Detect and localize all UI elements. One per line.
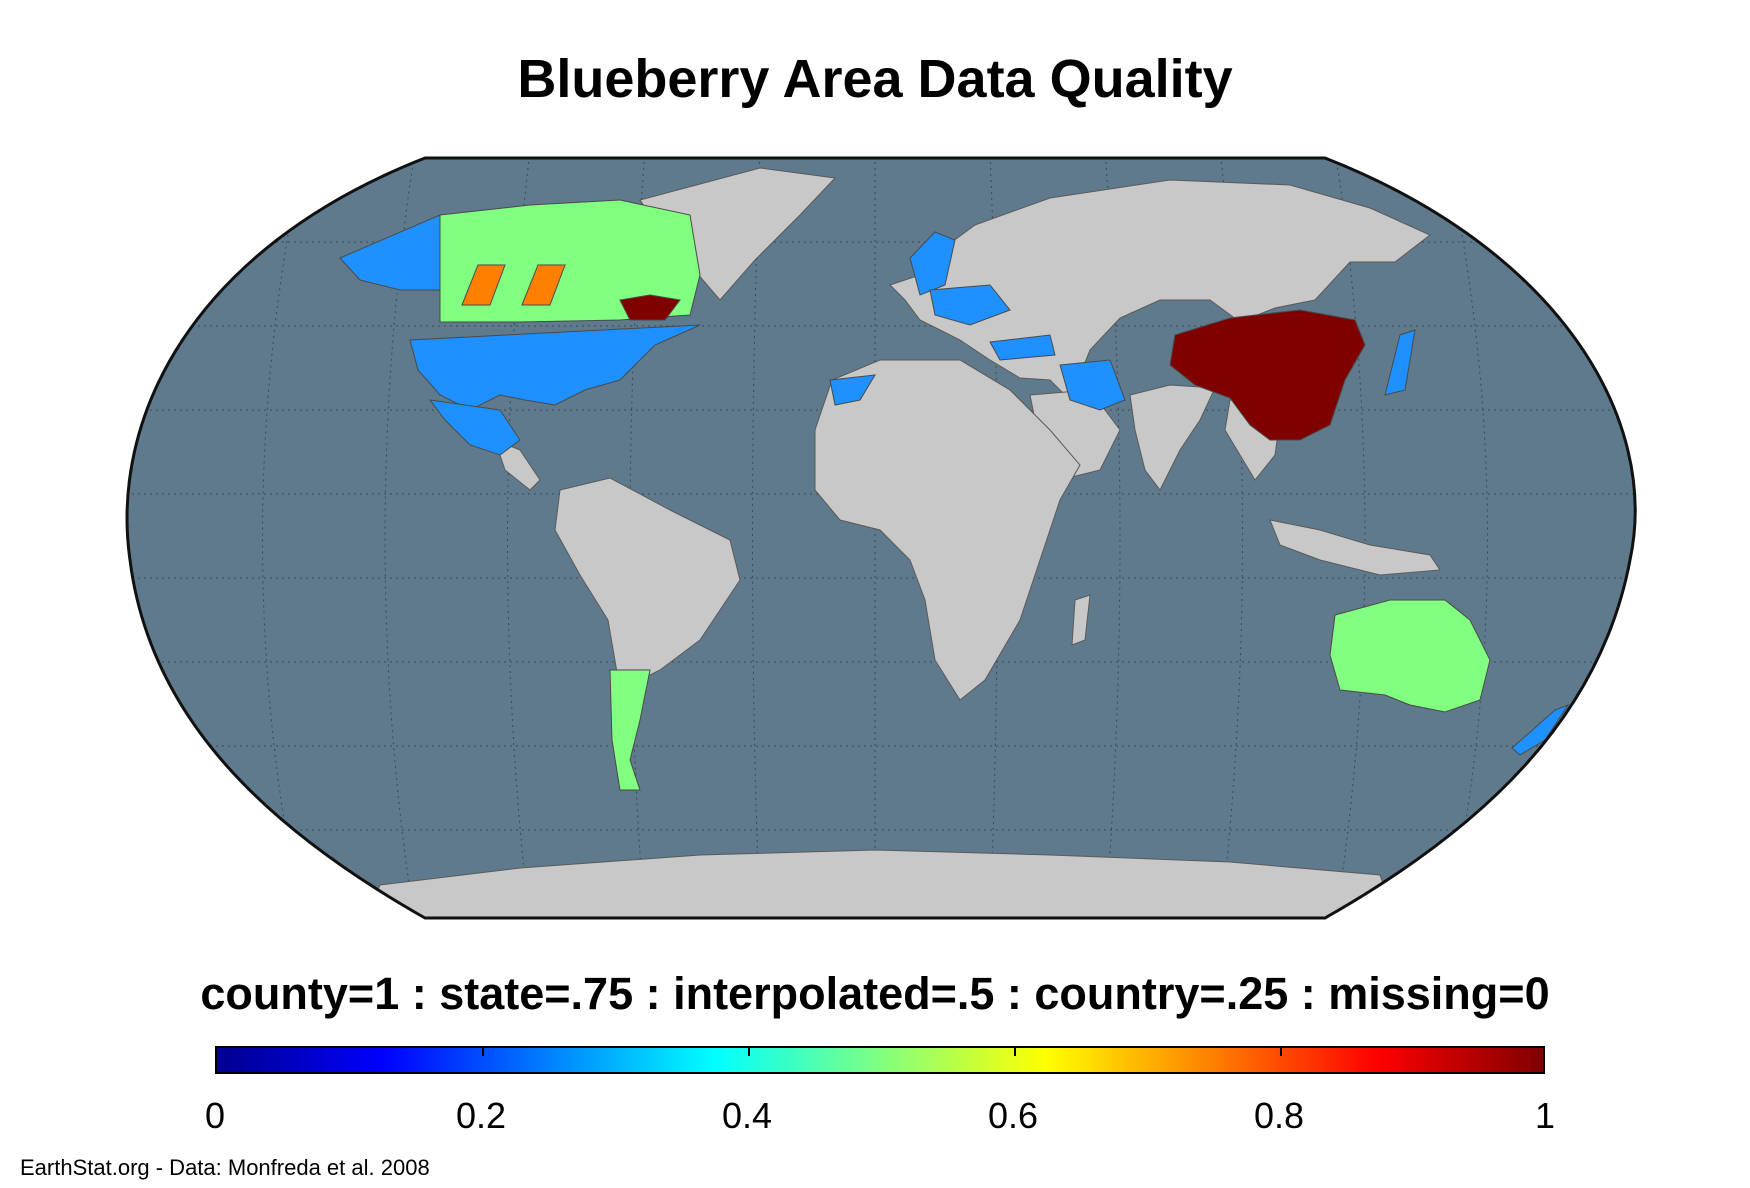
globe-outline	[125, 156, 1637, 920]
colorbar-tick-label: 1	[1534, 1095, 1556, 1136]
scandinavia	[909, 231, 956, 296]
japan	[1384, 329, 1416, 396]
central-america	[494, 439, 541, 491]
colorbar-tick-label: 0.2	[455, 1095, 507, 1136]
land-interpolated	[439, 199, 1491, 791]
antarctica	[359, 849, 1401, 918]
iran	[1059, 359, 1126, 411]
canada	[439, 199, 701, 323]
colorbar-tick	[482, 1048, 484, 1056]
land-state-level	[461, 264, 566, 306]
colorbar-tick-label: 0.6	[987, 1095, 1039, 1136]
colorbar	[215, 1046, 1545, 1074]
land-county-level	[619, 294, 1366, 441]
south-america	[554, 477, 741, 691]
eastern-canada	[619, 294, 681, 321]
colorbar-tick-label: 0.4	[721, 1095, 773, 1136]
central-europe	[929, 284, 1011, 326]
mexico	[428, 399, 521, 456]
data-credit: EarthStat.org - Data: Monfreda et al. 20…	[20, 1155, 430, 1180]
legend-caption: county=1 : state=.75 : interpolated=.5 :…	[200, 968, 1550, 1019]
manitoba	[521, 264, 566, 306]
alaska	[339, 214, 456, 291]
map-title: Blueberry Area Data Quality	[517, 49, 1233, 109]
turkey	[989, 334, 1056, 361]
colorbar-tick-label: 0.8	[1253, 1095, 1305, 1136]
colorbar-tick-label: 0	[204, 1095, 226, 1136]
indonesia	[1269, 519, 1441, 576]
morocco	[829, 374, 876, 406]
china	[1169, 309, 1366, 441]
argentina	[609, 669, 651, 791]
saskatchewan	[461, 264, 506, 306]
new-zealand	[1511, 703, 1570, 756]
madagascar	[1071, 594, 1091, 646]
land-country-level	[339, 214, 1570, 756]
colorbar-tick	[1014, 1048, 1016, 1056]
usa	[409, 324, 701, 411]
india	[1129, 384, 1216, 491]
colorbar-tick	[1280, 1048, 1282, 1056]
australia	[1329, 599, 1491, 713]
colorbar-tick	[748, 1048, 750, 1056]
africa	[814, 359, 1081, 701]
